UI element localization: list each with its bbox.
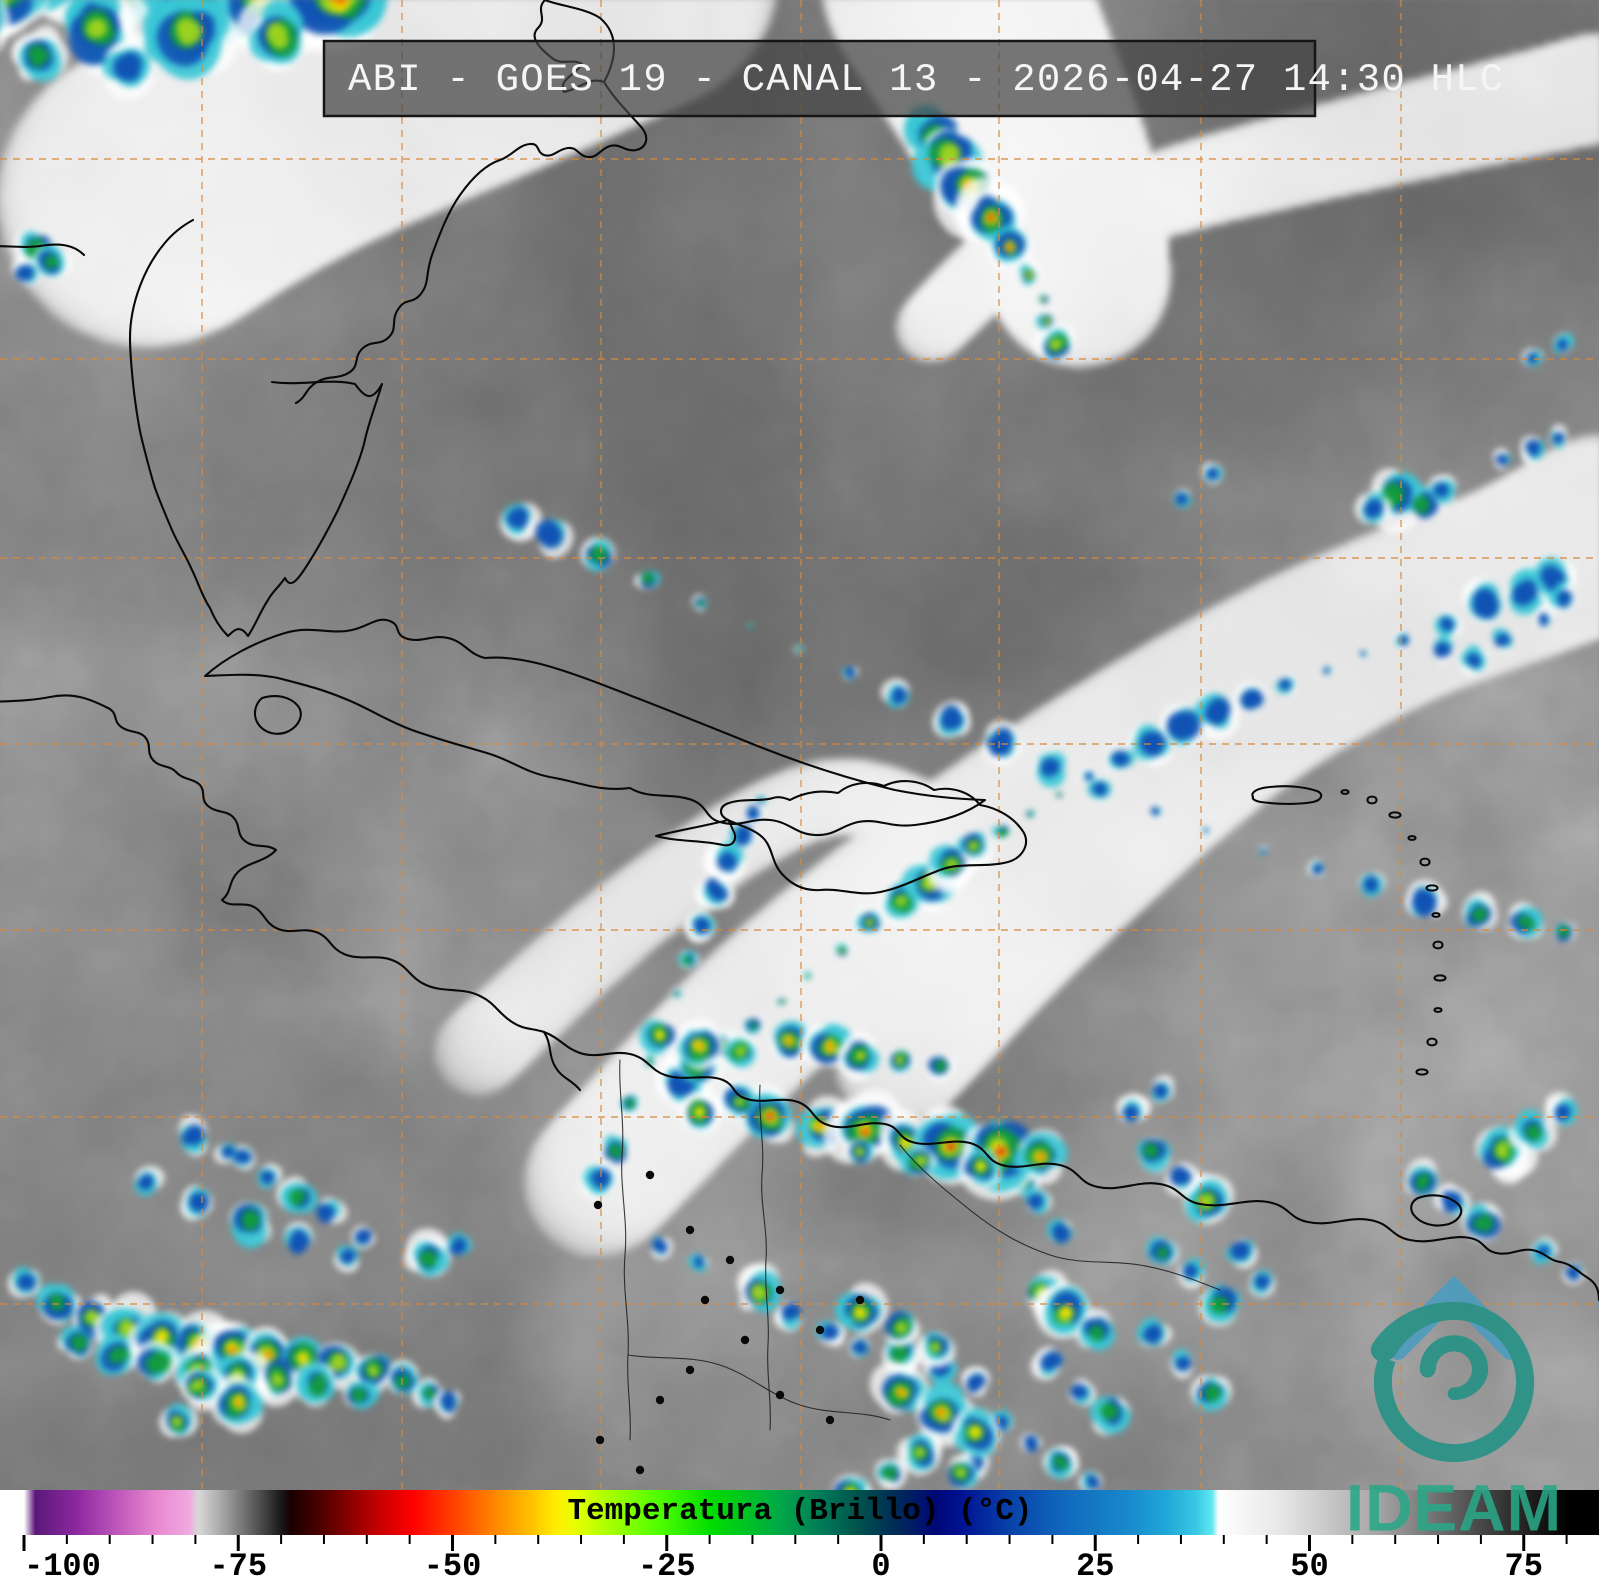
svg-text:-75: -75 [209,1548,267,1577]
svg-text:0: 0 [871,1548,890,1577]
svg-text:-25: -25 [638,1548,696,1577]
svg-text:Temperatura (Brillo) (°C): Temperatura (Brillo) (°C) [567,1494,1032,1529]
svg-text:-100: -100 [24,1548,101,1577]
svg-text:50: 50 [1290,1548,1328,1577]
svg-text:25: 25 [1076,1548,1114,1577]
svg-text:ABI - GOES 19 - CANAL 13 - 202: ABI - GOES 19 - CANAL 13 - 2026-04-27 14… [348,58,1504,102]
svg-text:IDEAM: IDEAM [1346,1472,1562,1545]
svg-text:75: 75 [1505,1548,1543,1577]
svg-text:-50: -50 [424,1548,482,1577]
